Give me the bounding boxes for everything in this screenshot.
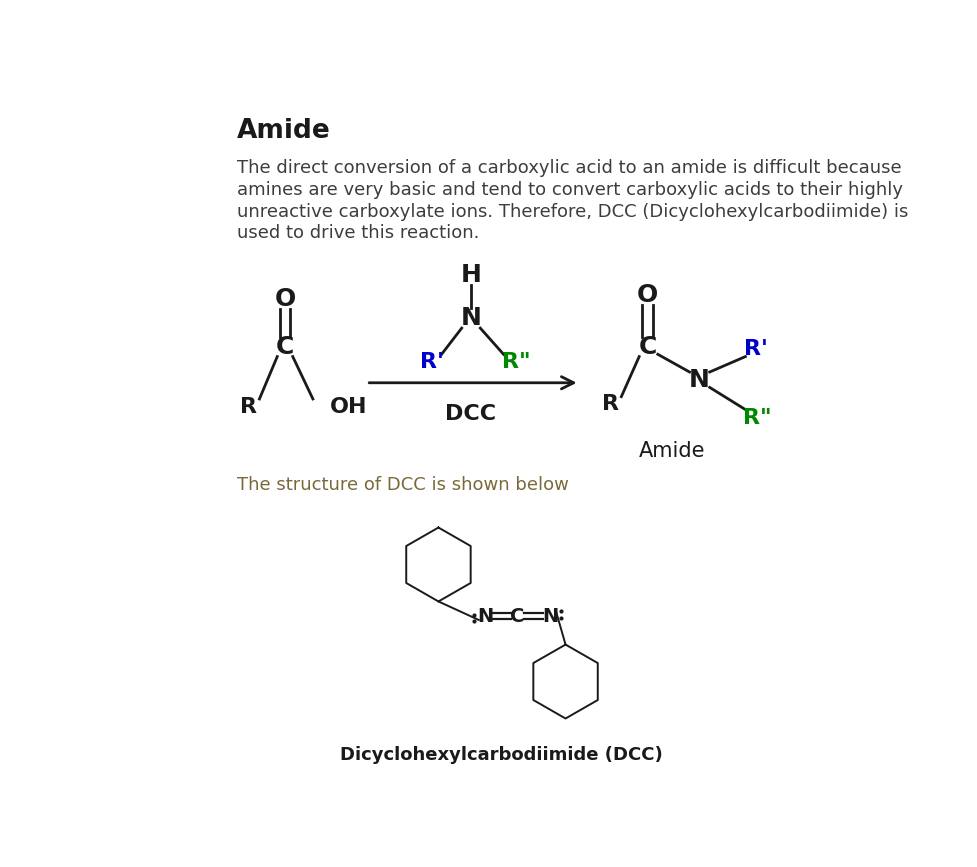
Text: unreactive carboxylate ions. Therefore, DCC (Dicyclohexylcarbodiimide) is: unreactive carboxylate ions. Therefore, …: [236, 203, 908, 220]
Text: C: C: [276, 335, 294, 359]
Text: Dicyclohexylcarbodiimide (DCC): Dicyclohexylcarbodiimide (DCC): [339, 746, 662, 764]
Text: H: H: [460, 263, 481, 287]
Text: The direct conversion of a carboxylic acid to an amide is difficult because: The direct conversion of a carboxylic ac…: [236, 160, 901, 178]
Text: R: R: [239, 396, 257, 417]
Text: DCC: DCC: [445, 404, 496, 424]
Text: O: O: [636, 283, 658, 307]
Text: used to drive this reaction.: used to drive this reaction.: [236, 225, 479, 242]
Text: R': R': [743, 339, 767, 359]
Text: R": R": [743, 408, 771, 428]
Text: The structure of DCC is shown below: The structure of DCC is shown below: [236, 476, 569, 494]
Text: N: N: [460, 306, 481, 330]
Text: Amide: Amide: [639, 440, 705, 460]
Text: N: N: [689, 368, 709, 392]
Text: C: C: [638, 335, 657, 359]
Text: C: C: [510, 607, 524, 626]
Text: OH: OH: [329, 396, 367, 417]
Text: O: O: [275, 287, 295, 311]
Text: Amide: Amide: [236, 118, 330, 144]
Text: N: N: [541, 607, 558, 626]
Text: R: R: [602, 394, 618, 414]
Text: amines are very basic and tend to convert carboxylic acids to their highly: amines are very basic and tend to conver…: [236, 181, 902, 199]
Text: R': R': [420, 352, 444, 372]
Text: N: N: [477, 607, 492, 626]
Text: R": R": [501, 352, 530, 372]
